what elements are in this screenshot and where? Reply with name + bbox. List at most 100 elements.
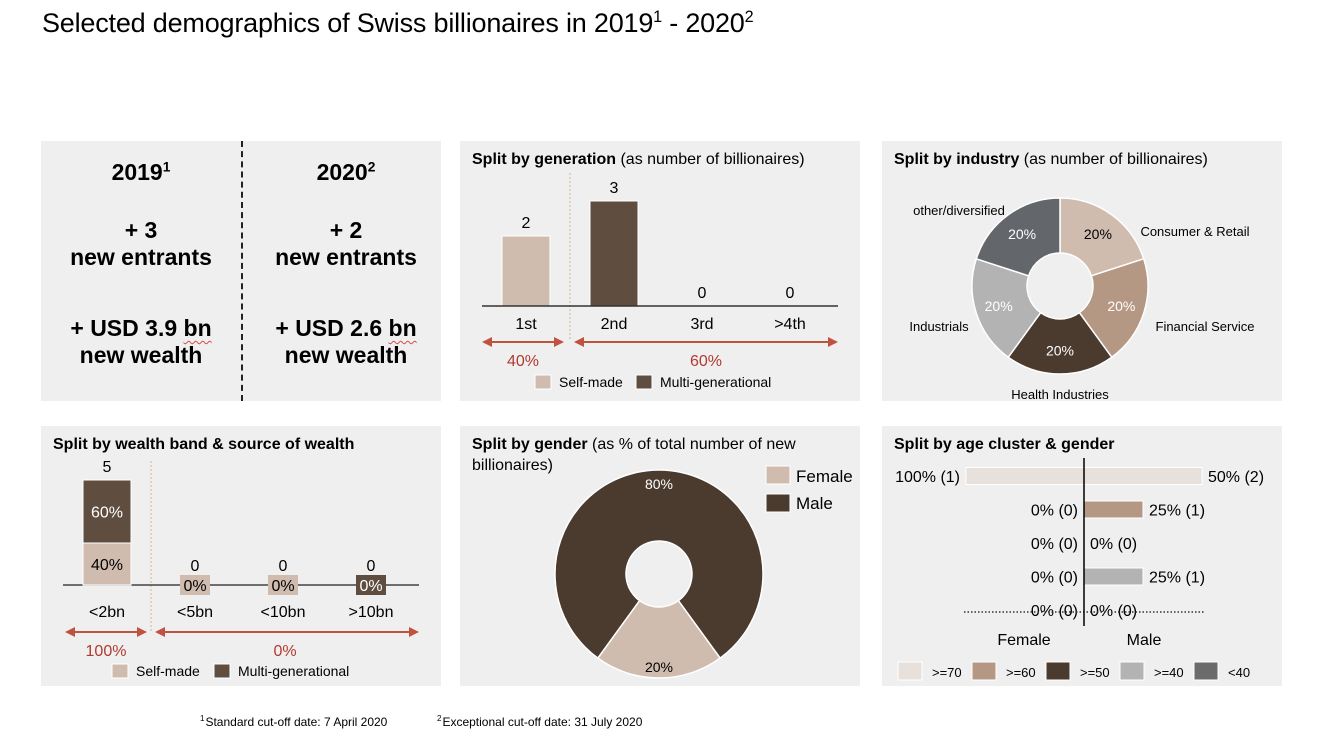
wealth-2020: + USD 2.6 bn new wealth	[246, 315, 446, 369]
slice-value-label: 20%	[985, 298, 1013, 314]
entrants-count: + 2	[329, 217, 363, 243]
segment-label: 0%	[359, 578, 382, 595]
entrants-label: new entrants	[70, 244, 212, 270]
title-footnote-2: 2	[744, 8, 754, 26]
gender-panel: Split by gender (as % of total number of…	[460, 426, 860, 686]
age-chart: 100% (1) 50% (2) 0% (0) 25% (1) 0% (0) 0% (0)…	[895, 458, 1264, 681]
legend-female-label: Female	[796, 467, 853, 486]
x-tick-label: <5bn	[177, 604, 213, 621]
entrants-2019: + 3 new entrants	[41, 217, 241, 271]
year-label: 2019	[111, 159, 163, 185]
legend-label: >=50	[1080, 665, 1110, 680]
entrants-2020: + 2 new entrants	[246, 217, 446, 271]
female-axis-label: Female	[997, 632, 1050, 649]
year-footnote: 1	[162, 159, 171, 175]
bracket-label: 40%	[507, 353, 539, 370]
slice-0	[1059, 197, 1145, 277]
bracket-label: 100%	[86, 643, 127, 660]
summary-2020: 20202 + 2 new entrants + USD 2.6 bn new we…	[246, 141, 446, 401]
wealth-band-title: Split by wealth band & source of wealth	[53, 434, 354, 455]
entrants-count: + 3	[124, 217, 158, 243]
male-bar->=40	[1083, 567, 1144, 586]
male-value-label: 25% (1)	[1149, 503, 1205, 520]
x-tick-label: >10bn	[349, 604, 394, 621]
legend-swatch-3	[1119, 661, 1145, 681]
slice-category-label: other/diversified	[913, 203, 1005, 218]
bar-1st	[501, 235, 551, 307]
female-value-label: 100% (1)	[895, 469, 960, 486]
legend-self-made-swatch	[534, 374, 552, 390]
title-rest: (as % of total number of new billionaire…	[472, 436, 796, 474]
legend-male-label: Male	[796, 494, 833, 513]
wealth-unit: bn	[388, 315, 417, 341]
legend-swatch-2	[1045, 661, 1071, 681]
wealth-label: new wealth	[79, 342, 203, 368]
bar-total-label: 0	[367, 558, 376, 575]
year-2020: 20202	[246, 159, 446, 186]
legend-self-made-label: Self-made	[136, 663, 200, 679]
entrants-label: new entrants	[275, 244, 417, 270]
footnote-text: Standard cut-off date: 7 April 2020	[205, 715, 388, 729]
wealth-band-chart: 40% 60% 5 <2bn 0% 0 <5bn 0% 0 <10bn 0% 0 >10bn 100% 0%…	[63, 459, 419, 679]
zero-segment->10bn	[356, 575, 386, 595]
wealth-band-panel: Split by wealth band & source of wealth …	[41, 426, 441, 686]
industry-panel: Split by industry (as number of billiona…	[882, 141, 1282, 402]
slice-male	[554, 469, 764, 660]
title-footnote-1: 1	[653, 8, 662, 26]
male-value-label: 0% (0)	[1090, 536, 1137, 553]
bracket-gt2bn-head-left	[155, 627, 165, 637]
summary-2019: 20191 + 3 new entrants + USD 3.9 bn new we…	[41, 141, 241, 401]
footnote-text: Exceptional cut-off date: 31 July 2020	[442, 715, 643, 729]
x-tick-label: 3rd	[690, 316, 713, 333]
segment-label: 0%	[271, 578, 294, 595]
bracket-self-made-head-left	[482, 337, 492, 347]
legend-swatch-0	[897, 661, 923, 681]
female-value-label: 0% (0)	[1031, 503, 1078, 520]
generation-title: Split by generation (as number of billio…	[472, 149, 805, 170]
zero-segment-<10bn	[268, 575, 298, 595]
footnote-2: 2Exceptional cut-off date: 31 July 2020	[437, 714, 642, 729]
age-title: Split by age cluster & gender	[894, 434, 1115, 455]
title-rest: (as number of billionaires)	[1019, 151, 1208, 168]
segment-label: 60%	[91, 505, 123, 522]
title-bold: Split by generation	[472, 151, 617, 168]
legend-label: <40	[1228, 665, 1250, 680]
legend-self-made-swatch	[111, 663, 129, 679]
bar-value-label: 0	[786, 285, 795, 302]
x-tick-label: 1st	[515, 316, 537, 333]
industry-chart: 20% Consumer & Retail 20% Financial Service…	[909, 197, 1255, 402]
bar-segment-<2bn	[82, 479, 132, 544]
bracket-gt2bn-head-right	[409, 627, 419, 637]
divider	[241, 141, 243, 401]
legend-multi-generational-label: Multi-generational	[660, 374, 771, 390]
title-text-2: - 2020	[661, 8, 745, 38]
generation-panel: Split by generation (as number of billio…	[460, 141, 860, 401]
summary-panel: 20191 + 3 new entrants + USD 3.9 bn new we…	[41, 141, 441, 401]
legend-male-swatch	[765, 493, 791, 513]
zero-segment-<5bn	[180, 575, 210, 595]
footnote-number: 2	[437, 714, 442, 723]
gender-title: Split by gender (as % of total number of…	[472, 434, 832, 476]
year-2019: 20191	[41, 159, 241, 186]
bar-total-label: 0	[279, 558, 288, 575]
title-bold: Split by wealth band & source of wealth	[53, 436, 355, 453]
male-axis-label: Male	[1127, 632, 1162, 649]
legend-female-swatch	[765, 465, 791, 485]
slice-1	[1078, 257, 1149, 359]
legend-self-made-label: Self-made	[559, 374, 623, 390]
title-bold: Split by age cluster & gender	[894, 436, 1115, 453]
segment-label: 40%	[91, 557, 123, 574]
slice-value-label-female: 20%	[645, 659, 673, 675]
legend-label: >=70	[932, 665, 962, 680]
female-value-label: 0% (0)	[1031, 570, 1078, 587]
slice-category-label: Consumer & Retail	[1140, 224, 1249, 239]
wealth-label: new wealth	[284, 342, 408, 368]
slice-category-label: Financial Service	[1156, 319, 1255, 334]
slice-4	[975, 197, 1061, 277]
slice-value-label: 20%	[1008, 226, 1036, 242]
slice-category-label: Health Industries	[1011, 387, 1109, 402]
wealth-amount: + USD 3.9	[70, 315, 184, 341]
bracket-lt2bn-head-left	[65, 627, 75, 637]
legend-multi-generational-swatch	[213, 663, 231, 679]
slice-value-label-male: 80%	[645, 476, 673, 492]
